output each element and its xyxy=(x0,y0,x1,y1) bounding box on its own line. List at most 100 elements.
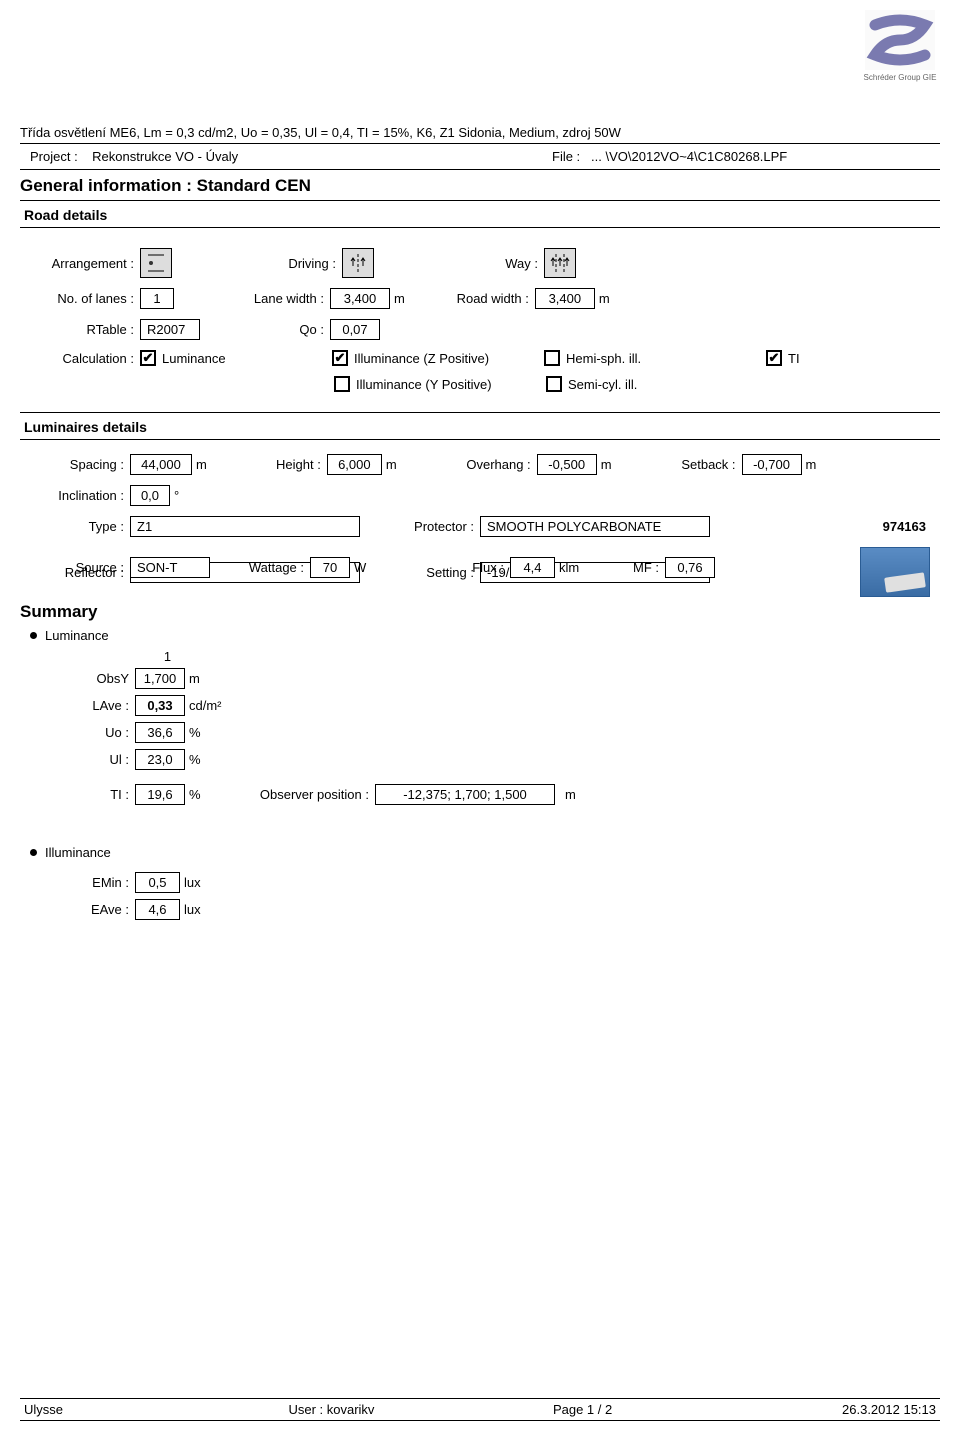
project-file-row: Project : Rekonstrukce VO - Úvaly File :… xyxy=(20,144,940,170)
col-header: 1 xyxy=(140,649,195,664)
document-title: Třída osvětlení ME6, Lm = 0,3 cd/m2, Uo … xyxy=(20,125,940,144)
file-value: ... \VO\2012VO~4\C1C80268.LPF xyxy=(591,149,787,164)
wattage-unit: W xyxy=(350,560,380,575)
source-value[interactable]: SON-T xyxy=(130,557,210,578)
flux-value[interactable]: 4,4 xyxy=(510,557,555,578)
mf-label: MF : xyxy=(595,560,665,575)
height-label: Height : xyxy=(207,457,327,472)
lane-width-label: Lane width : xyxy=(174,291,330,306)
setback-label: Setback : xyxy=(612,457,742,472)
summary-heading: Summary xyxy=(20,598,940,624)
inclination-value[interactable]: 0,0 xyxy=(130,485,170,506)
luminaires-heading: Luminaires details xyxy=(20,412,940,440)
company-logo-icon xyxy=(865,10,935,70)
spacing-value[interactable]: 44,000 xyxy=(130,454,192,475)
project-label: Project : xyxy=(30,149,78,164)
footer-app: Ulysse xyxy=(24,1402,288,1417)
driving-icon[interactable] xyxy=(342,248,374,278)
overhang-value[interactable]: -0,500 xyxy=(537,454,597,475)
logo: Schréder Group GIE xyxy=(860,10,940,82)
uo-label: Uo : xyxy=(60,725,135,740)
emin-unit: lux xyxy=(180,875,201,890)
uo-value[interactable]: 36,6 xyxy=(135,722,185,743)
ul-unit: % xyxy=(185,752,201,767)
arrangement-label: Arrangement : xyxy=(30,256,140,271)
protector-value[interactable]: SMOOTH POLYCARBONATE xyxy=(480,516,710,537)
rtable-value[interactable]: R2007 xyxy=(140,319,200,340)
logo-caption: Schréder Group GIE xyxy=(860,73,940,82)
overhang-unit: m xyxy=(597,457,612,472)
lane-width-value[interactable]: 3,400 xyxy=(330,288,390,309)
page-footer: Ulysse User : kovarikv Page 1 / 2 26.3.2… xyxy=(20,1398,940,1421)
footer-user: User : kovarikv xyxy=(288,1402,552,1417)
uo-unit: % xyxy=(185,725,201,740)
hemi-checkbox[interactable] xyxy=(544,350,560,366)
obs-pos-value[interactable]: -12,375; 1,700; 1,500 xyxy=(375,784,555,805)
wattage-label: Wattage : xyxy=(210,560,310,575)
qo-label: Qo : xyxy=(200,322,330,337)
calculation-label: Calculation : xyxy=(30,351,140,366)
way-label: Way : xyxy=(374,256,544,271)
project-value: Rekonstrukce VO - Úvaly xyxy=(92,149,238,164)
wattage-value[interactable]: 70 xyxy=(310,557,350,578)
section-heading: General information : Standard CEN xyxy=(20,170,940,201)
mf-value[interactable]: 0,76 xyxy=(665,557,715,578)
obsy-unit: m xyxy=(185,671,200,686)
arrangement-icon[interactable] xyxy=(140,248,172,278)
footer-date: 26.3.2012 15:13 xyxy=(781,1402,936,1417)
rtable-label: RTable : xyxy=(30,322,140,337)
source-label: Source : xyxy=(30,560,130,575)
way-icon[interactable] xyxy=(544,248,576,278)
inclination-unit: ° xyxy=(170,488,179,503)
luminaire-code: 974163 xyxy=(883,519,930,534)
lave-value[interactable]: 0,33 xyxy=(135,695,185,716)
eave-value[interactable]: 4,6 xyxy=(135,899,180,920)
no-lanes-value[interactable]: 1 xyxy=(140,288,174,309)
overhang-label: Overhang : xyxy=(397,457,537,472)
road-width-label: Road width : xyxy=(405,291,535,306)
ill-y-cb-label: Illuminance (Y Positive) xyxy=(356,377,546,392)
file-label: File : xyxy=(552,149,580,164)
height-unit: m xyxy=(382,457,397,472)
road-width-value[interactable]: 3,400 xyxy=(535,288,595,309)
ill-y-checkbox[interactable] xyxy=(334,376,350,392)
luminaire-image xyxy=(860,547,930,597)
summary-illuminance-heading: Illuminance xyxy=(45,845,111,860)
semi-cb-label: Semi-cyl. ill. xyxy=(568,377,637,392)
ti-sum-value[interactable]: 19,6 xyxy=(135,784,185,805)
spacing-unit: m xyxy=(192,457,207,472)
ti-sum-label: TI : xyxy=(60,787,135,802)
obsy-label: ObsY xyxy=(60,671,135,686)
summary-luminance-heading: Luminance xyxy=(45,628,109,643)
inclination-label: Inclination : xyxy=(30,488,130,503)
luminance-checkbox[interactable] xyxy=(140,350,156,366)
qo-value[interactable]: 0,07 xyxy=(330,319,380,340)
ul-label: Ul : xyxy=(60,752,135,767)
ti-cb-label: TI xyxy=(788,351,800,366)
obsy-value[interactable]: 1,700 xyxy=(135,668,185,689)
ill-z-checkbox[interactable] xyxy=(332,350,348,366)
type-value[interactable]: Z1 xyxy=(130,516,360,537)
ul-value[interactable]: 23,0 xyxy=(135,749,185,770)
flux-unit: klm xyxy=(555,560,595,575)
flux-label: Flux : xyxy=(380,560,510,575)
ti-sum-unit: % xyxy=(185,787,215,802)
type-label: Type : xyxy=(30,519,130,534)
hemi-cb-label: Hemi-sph. ill. xyxy=(566,351,766,366)
ti-checkbox[interactable] xyxy=(766,350,782,366)
setback-value[interactable]: -0,700 xyxy=(742,454,802,475)
setback-unit: m xyxy=(802,457,817,472)
protector-label: Protector : xyxy=(360,519,480,534)
obs-pos-unit: m xyxy=(555,787,576,802)
no-lanes-label: No. of lanes : xyxy=(30,291,140,306)
semi-checkbox[interactable] xyxy=(546,376,562,392)
luminance-cb-label: Luminance xyxy=(162,351,332,366)
obs-pos-label: Observer position : xyxy=(215,787,375,802)
lave-unit: cd/m² xyxy=(185,698,222,713)
bullet-icon xyxy=(30,849,37,856)
road-details-heading: Road details xyxy=(20,201,940,228)
lave-label: LAve : xyxy=(60,698,135,713)
emin-value[interactable]: 0,5 xyxy=(135,872,180,893)
ill-z-cb-label: Illuminance (Z Positive) xyxy=(354,351,544,366)
height-value[interactable]: 6,000 xyxy=(327,454,382,475)
